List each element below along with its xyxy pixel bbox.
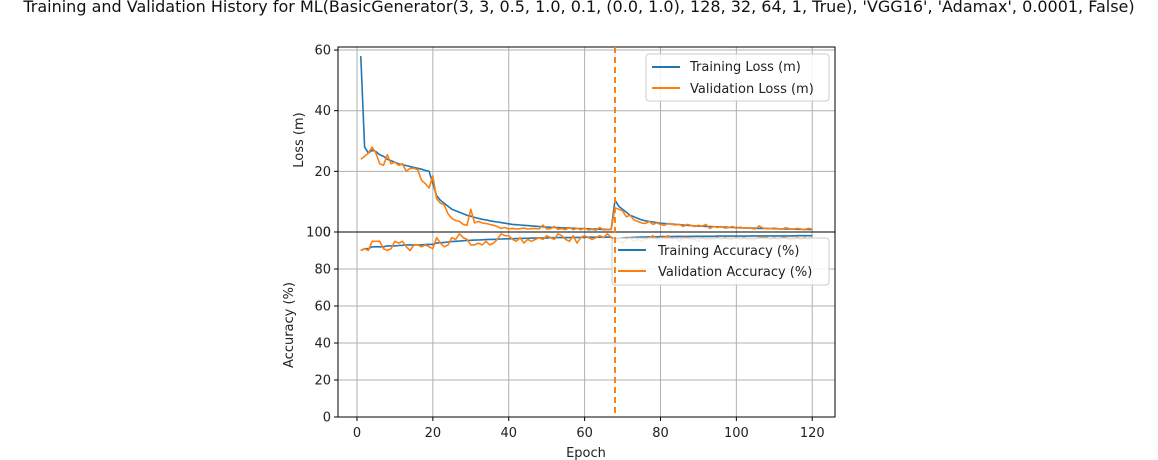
loss-panel: 0 20 40 60 Loss (m) Training Loss (m) Valid… — [292, 44, 836, 241]
x-axis-ticks: 0 20 40 60 80 100 120 — [353, 417, 825, 441]
y-tick-label: 0 — [323, 411, 331, 426]
y-tick-label: 100 — [306, 226, 331, 241]
x-tick-label: 40 — [500, 426, 517, 441]
x-tick-label: 0 — [353, 426, 361, 441]
x-tick-label: 120 — [800, 426, 825, 441]
y-tick-label: 60 — [314, 44, 331, 59]
loss-legend-box — [645, 53, 830, 102]
legend-label-validation-accuracy: Validation Accuracy (%) — [658, 265, 812, 280]
legend-label-validation-loss: Validation Loss (m) — [690, 82, 814, 97]
x-tick-label: 100 — [724, 426, 749, 441]
loss-y-ticks: 0 20 40 60 — [314, 44, 338, 241]
series-line-validation-loss-m — [360, 146, 813, 231]
accuracy-y-ticks: 0 20 40 60 80 100 — [306, 226, 338, 426]
loss-y-axis-label: Loss (m) — [292, 112, 307, 167]
accuracy-axes-frame — [337, 231, 836, 418]
y-tick-label: 0 — [323, 226, 331, 241]
y-tick-label: 20 — [314, 374, 331, 389]
x-tick-label: 80 — [652, 426, 669, 441]
loss-legend: Training Loss (m) Validation Loss (m) — [645, 53, 830, 102]
x-axis-label: Epoch — [566, 446, 606, 460]
y-tick-label: 20 — [314, 165, 331, 180]
y-tick-label: 40 — [314, 337, 331, 352]
x-tick-label: 60 — [576, 426, 593, 441]
legend-label-training-loss: Training Loss (m) — [689, 60, 801, 75]
y-tick-label: 80 — [314, 263, 331, 278]
y-tick-label: 60 — [314, 300, 331, 315]
chart-title: Training and Validation History for ML(B… — [22, 0, 1134, 16]
accuracy-legend: Training Accuracy (%) Validation Accurac… — [611, 237, 830, 286]
legend-label-training-accuracy: Training Accuracy (%) — [657, 244, 799, 259]
loss-lines — [360, 56, 813, 231]
accuracy-legend-box — [611, 237, 830, 286]
y-tick-label: 40 — [314, 104, 331, 119]
x-tick-label: 20 — [425, 426, 442, 441]
accuracy-y-axis-label: Accuracy (%) — [282, 282, 297, 368]
accuracy-panel: 0 20 40 60 80 100 Accuracy (%) Training Accur… — [282, 226, 836, 426]
